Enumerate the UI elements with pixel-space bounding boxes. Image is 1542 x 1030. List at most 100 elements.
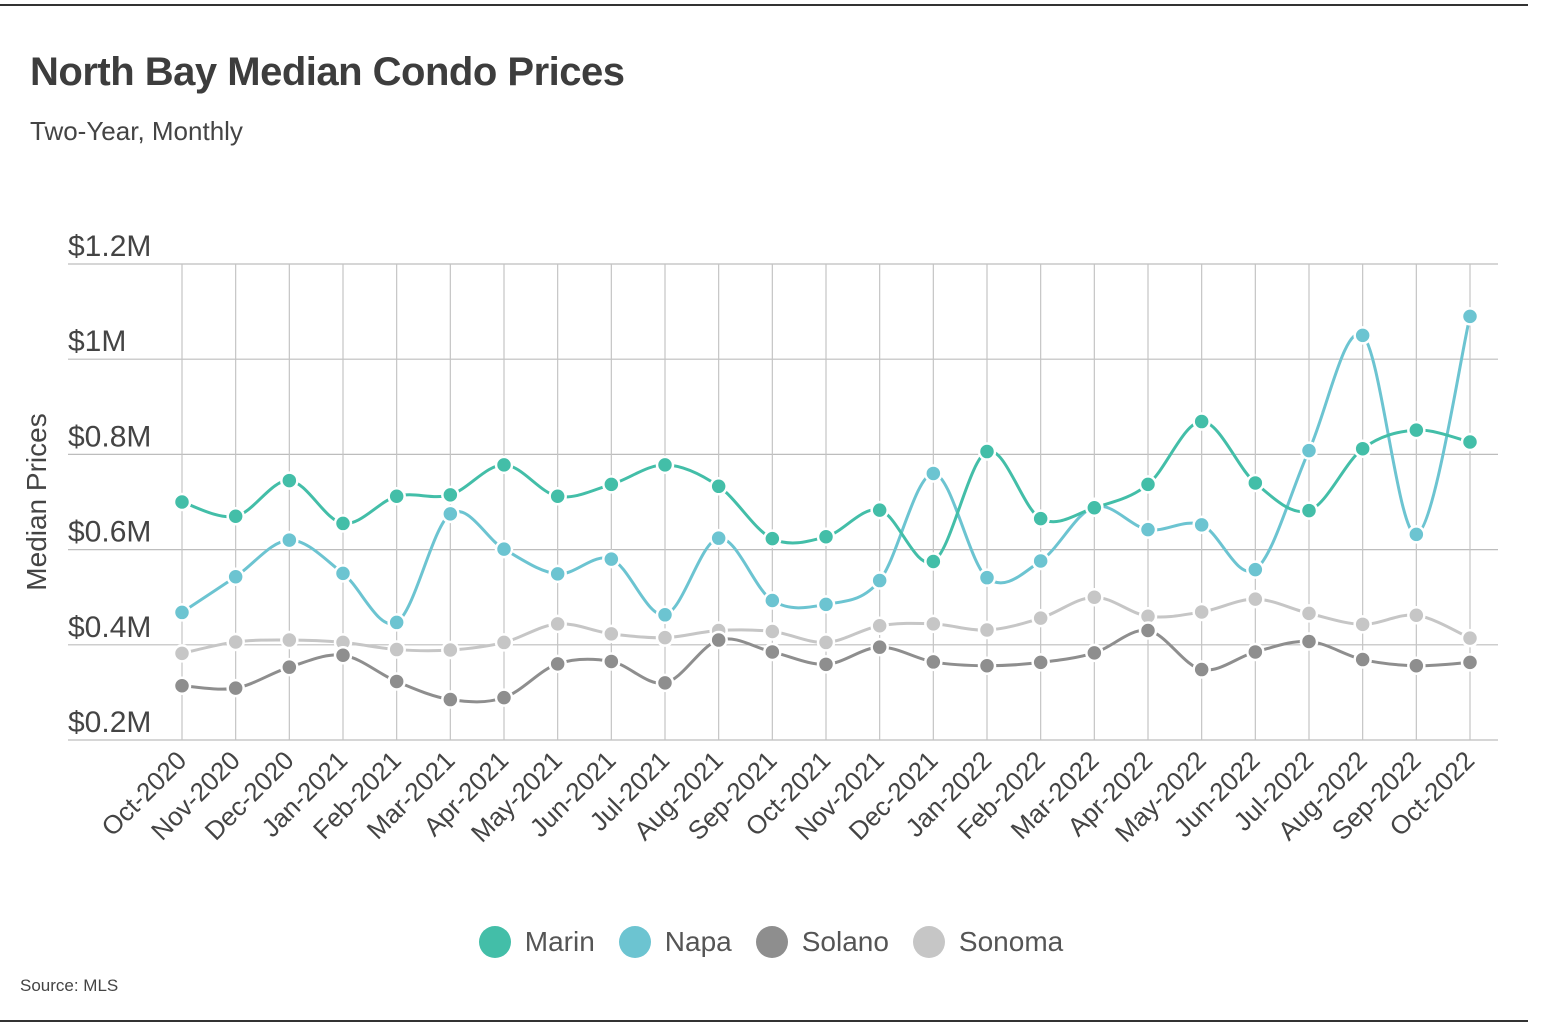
data-point-marin-17[interactable] bbox=[1085, 498, 1104, 517]
data-point-marin-15[interactable] bbox=[977, 442, 997, 461]
data-point-marin-22[interactable] bbox=[1353, 439, 1372, 458]
data-point-sonoma-16[interactable] bbox=[1031, 608, 1050, 628]
data-point-sonoma-21[interactable] bbox=[1299, 604, 1319, 623]
data-point-sonoma-1[interactable] bbox=[226, 632, 245, 652]
data-point-napa-3[interactable] bbox=[333, 564, 353, 583]
data-point-napa-1[interactable] bbox=[226, 567, 245, 586]
data-point-napa-4[interactable] bbox=[387, 613, 406, 632]
data-point-solano-20[interactable] bbox=[1246, 642, 1265, 662]
data-point-solano-16[interactable] bbox=[1031, 653, 1050, 672]
data-point-sonoma-6[interactable] bbox=[494, 633, 514, 652]
data-point-napa-15[interactable] bbox=[977, 568, 997, 587]
data-point-solano-11[interactable] bbox=[763, 642, 782, 662]
data-point-marin-23[interactable] bbox=[1407, 420, 1426, 440]
data-point-solano-2[interactable] bbox=[280, 657, 299, 677]
data-point-sonoma-19[interactable] bbox=[1192, 602, 1211, 622]
data-point-solano-1[interactable] bbox=[226, 678, 245, 698]
data-point-sonoma-4[interactable] bbox=[387, 640, 406, 659]
data-point-solano-10[interactable] bbox=[709, 630, 728, 650]
data-point-sonoma-11[interactable] bbox=[763, 622, 782, 641]
legend-item-sonoma[interactable]: Sonoma bbox=[912, 926, 1063, 958]
data-point-marin-12[interactable] bbox=[816, 527, 836, 546]
data-point-solano-22[interactable] bbox=[1353, 650, 1372, 669]
data-point-sonoma-5[interactable] bbox=[441, 640, 460, 660]
data-point-sonoma-12[interactable] bbox=[816, 633, 836, 652]
legend-item-marin[interactable]: Marin bbox=[478, 926, 595, 958]
data-point-napa-12[interactable] bbox=[816, 595, 836, 614]
data-point-marin-16[interactable] bbox=[1031, 509, 1050, 528]
data-point-napa-10[interactable] bbox=[709, 528, 728, 548]
data-point-sonoma-8[interactable] bbox=[602, 624, 621, 644]
data-point-solano-15[interactable] bbox=[977, 656, 997, 675]
data-point-solano-3[interactable] bbox=[333, 646, 353, 665]
data-point-napa-5[interactable] bbox=[441, 504, 460, 524]
data-point-sonoma-9[interactable] bbox=[655, 628, 675, 647]
data-point-napa-14[interactable] bbox=[924, 464, 943, 483]
data-point-marin-7[interactable] bbox=[548, 487, 567, 506]
data-point-napa-22[interactable] bbox=[1353, 326, 1372, 345]
data-point-napa-23[interactable] bbox=[1407, 525, 1426, 544]
data-point-marin-0[interactable] bbox=[172, 492, 192, 512]
data-point-napa-13[interactable] bbox=[870, 571, 889, 590]
legend-item-solano[interactable]: Solano bbox=[755, 926, 889, 958]
data-point-solano-13[interactable] bbox=[870, 637, 889, 657]
data-point-solano-9[interactable] bbox=[655, 673, 675, 693]
data-point-solano-19[interactable] bbox=[1192, 660, 1211, 679]
data-point-napa-7[interactable] bbox=[548, 564, 567, 584]
data-point-marin-10[interactable] bbox=[709, 477, 728, 496]
data-point-napa-24[interactable] bbox=[1460, 307, 1480, 326]
data-point-marin-20[interactable] bbox=[1246, 473, 1265, 493]
data-point-napa-19[interactable] bbox=[1192, 515, 1211, 535]
data-point-solano-5[interactable] bbox=[441, 690, 460, 709]
data-point-napa-8[interactable] bbox=[602, 549, 621, 569]
data-point-marin-13[interactable] bbox=[870, 500, 889, 520]
data-point-solano-12[interactable] bbox=[816, 655, 836, 674]
data-point-solano-4[interactable] bbox=[387, 672, 406, 691]
data-point-solano-8[interactable] bbox=[602, 652, 621, 671]
data-point-solano-18[interactable] bbox=[1138, 621, 1158, 640]
data-point-sonoma-22[interactable] bbox=[1353, 615, 1372, 634]
data-point-sonoma-15[interactable] bbox=[977, 620, 997, 640]
data-point-sonoma-2[interactable] bbox=[280, 630, 299, 650]
data-point-solano-17[interactable] bbox=[1085, 643, 1104, 663]
data-point-solano-14[interactable] bbox=[924, 652, 943, 672]
data-point-sonoma-17[interactable] bbox=[1085, 587, 1104, 607]
data-point-marin-14[interactable] bbox=[924, 552, 943, 571]
data-point-marin-18[interactable] bbox=[1138, 475, 1158, 494]
data-point-marin-21[interactable] bbox=[1299, 501, 1319, 520]
data-point-marin-2[interactable] bbox=[280, 471, 299, 490]
data-point-marin-5[interactable] bbox=[441, 485, 460, 505]
data-point-solano-23[interactable] bbox=[1407, 656, 1426, 675]
data-point-napa-6[interactable] bbox=[494, 539, 514, 559]
data-point-marin-6[interactable] bbox=[494, 455, 514, 475]
data-point-sonoma-23[interactable] bbox=[1407, 606, 1426, 625]
data-point-napa-11[interactable] bbox=[763, 591, 782, 610]
data-point-sonoma-0[interactable] bbox=[172, 644, 192, 663]
data-point-solano-7[interactable] bbox=[548, 654, 567, 674]
data-point-solano-24[interactable] bbox=[1460, 653, 1480, 672]
data-point-napa-16[interactable] bbox=[1031, 551, 1050, 571]
data-point-sonoma-24[interactable] bbox=[1460, 628, 1480, 648]
data-point-marin-9[interactable] bbox=[655, 455, 675, 475]
data-point-marin-19[interactable] bbox=[1192, 412, 1211, 431]
legend-item-napa[interactable]: Napa bbox=[618, 926, 732, 958]
data-point-napa-21[interactable] bbox=[1299, 441, 1319, 460]
data-point-solano-6[interactable] bbox=[494, 688, 514, 707]
data-point-napa-9[interactable] bbox=[655, 605, 675, 625]
data-point-marin-4[interactable] bbox=[387, 487, 406, 506]
data-point-napa-2[interactable] bbox=[280, 530, 299, 550]
data-point-napa-18[interactable] bbox=[1138, 520, 1158, 539]
data-point-napa-20[interactable] bbox=[1246, 560, 1265, 579]
data-point-marin-11[interactable] bbox=[763, 529, 782, 548]
data-point-marin-1[interactable] bbox=[226, 507, 245, 526]
data-point-marin-3[interactable] bbox=[333, 514, 353, 533]
data-point-napa-0[interactable] bbox=[172, 603, 192, 622]
data-point-sonoma-7[interactable] bbox=[548, 614, 567, 634]
data-point-marin-24[interactable] bbox=[1460, 432, 1480, 452]
data-point-sonoma-14[interactable] bbox=[924, 614, 943, 634]
data-point-sonoma-13[interactable] bbox=[870, 616, 889, 636]
data-point-solano-21[interactable] bbox=[1299, 632, 1319, 651]
data-point-marin-8[interactable] bbox=[602, 475, 621, 494]
data-point-sonoma-20[interactable] bbox=[1246, 589, 1265, 609]
data-point-solano-0[interactable] bbox=[172, 676, 192, 695]
